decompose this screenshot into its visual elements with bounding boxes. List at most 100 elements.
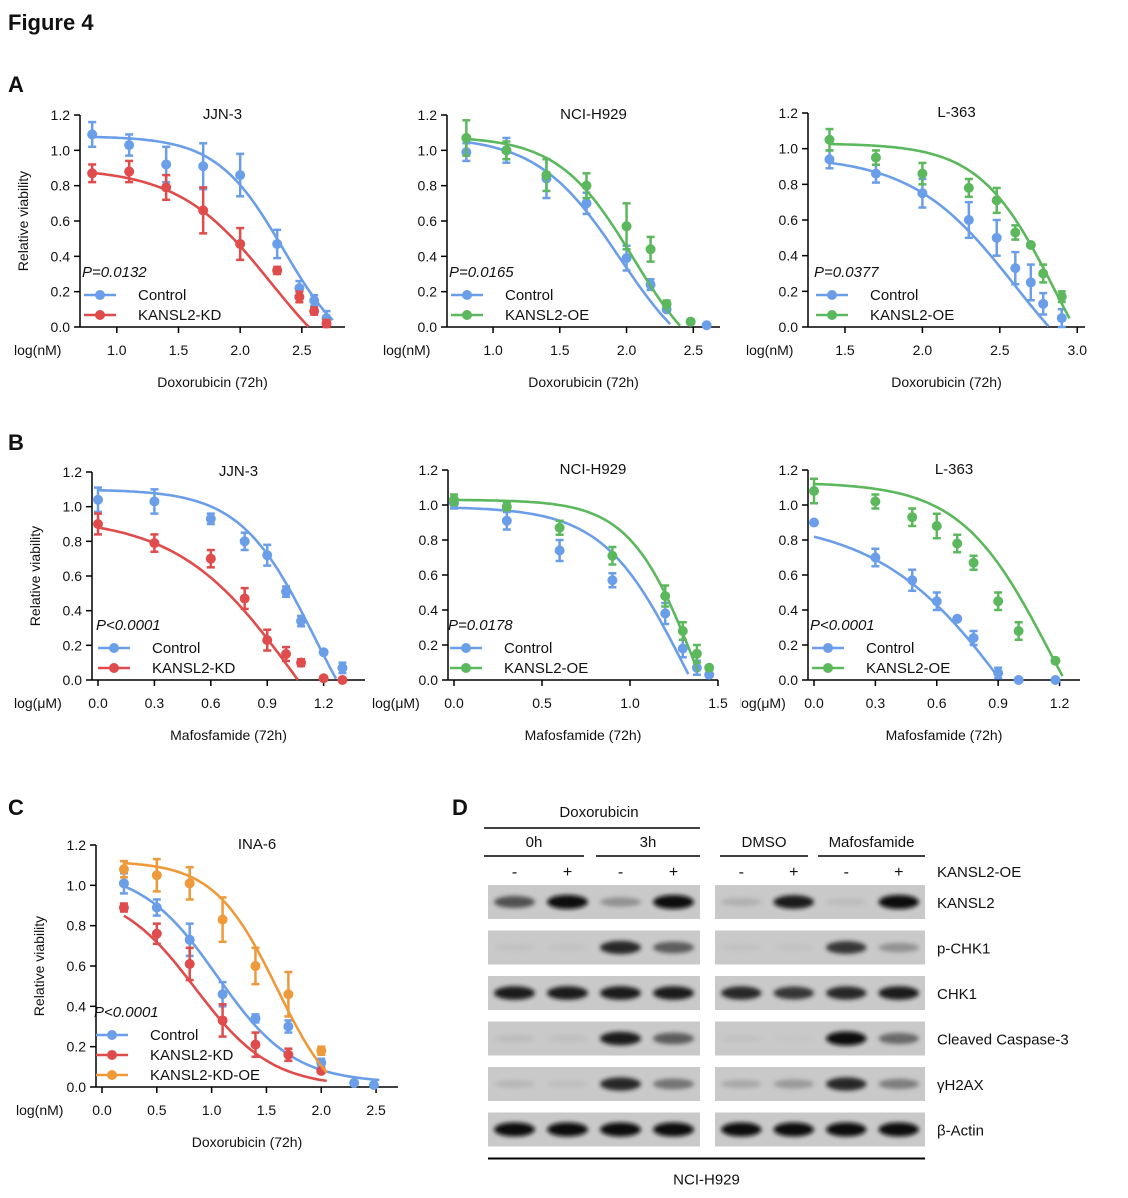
- y-tick-label: 1.2: [419, 462, 439, 478]
- legend-marker: [461, 643, 471, 653]
- y-tick-label: 1.2: [67, 837, 87, 853]
- legend-marker: [823, 643, 833, 653]
- x-tick-label: 0.5: [532, 695, 552, 711]
- data-point: [907, 575, 918, 586]
- blot-band: [826, 1077, 867, 1091]
- data-point: [917, 168, 928, 179]
- blot-subgroup-mafosfamide: Mafosfamide: [829, 834, 915, 851]
- chart-title: INA-6: [238, 836, 276, 853]
- x-axis-label: Doxorubicin (72h): [528, 374, 639, 390]
- data-point: [701, 320, 712, 331]
- data-point: [660, 591, 671, 601]
- data-point: [239, 536, 250, 547]
- y-tick-label: 0.6: [779, 212, 799, 228]
- western-blot-panel: Doxorubicin 0h 3h DMSO Mafosfamide - + - + - + - + KA…: [484, 804, 1069, 1189]
- blot-band: [494, 1080, 535, 1088]
- x-tick-label: 1.5: [835, 342, 855, 358]
- y-tick-label: 1.0: [51, 142, 71, 158]
- y-axis-label: Relative viability: [15, 171, 31, 271]
- blot-band: [826, 898, 867, 906]
- blot-row-p-chk1: p-CHK1: [488, 930, 990, 965]
- legend-marker: [107, 1050, 117, 1060]
- legend-marker: [827, 290, 837, 300]
- blot-condition-label: KANSL2-OE: [937, 864, 1021, 881]
- panel-label-d: D: [452, 795, 468, 820]
- x-tick-label: 1.2: [314, 695, 334, 711]
- data-point: [151, 928, 162, 939]
- blot-band: [878, 986, 919, 1000]
- figure-title: Figure 4: [8, 10, 94, 35]
- blot-band: [653, 941, 694, 954]
- y-tick-label: 0.8: [51, 178, 71, 194]
- blot-band: [494, 986, 535, 1000]
- x-tick-label: 0.3: [145, 695, 165, 711]
- series-kansl2-oe: [824, 127, 1071, 320]
- lane-sign: -: [512, 864, 517, 881]
- y-tick-label: 0.8: [779, 176, 799, 192]
- data-point: [991, 232, 1002, 243]
- blot-band: [878, 1122, 919, 1137]
- chart-a-jjn3: JJN-3 0.0 0.2 0.4 0.6 0.8 1.0 1.2 1.0 1.5 2.0 2.5 lo…: [14, 106, 345, 390]
- legend-item-control: Control: [450, 640, 552, 657]
- data-point: [1056, 291, 1067, 302]
- chart-b-l363: L-363 0.0 0.2 0.4 0.6 0.8 1.0 1.2 0.0 0.3 0.6 0.9 1.…: [740, 461, 1080, 743]
- data-point: [704, 669, 715, 680]
- chart-title: JJN-3: [203, 106, 242, 123]
- data-point: [149, 538, 160, 549]
- chart-a-l363: L-363 0.0 0.2 0.4 0.6 0.8 1.0 1.2 1.5 2.0 2.5 3.0 lo…: [746, 104, 1087, 390]
- legend-label: KANSL2-OE: [866, 660, 950, 677]
- x-tick-label: 0.0: [92, 1102, 112, 1118]
- blot-band: [826, 941, 867, 954]
- legend-item-kansl2-kd-oe: KANSL2-KD-OE: [96, 1067, 260, 1084]
- y-tick-label: 0.4: [63, 603, 83, 619]
- series-kansl2-oe: [809, 477, 1064, 677]
- y-tick-label: 0.8: [63, 533, 83, 549]
- fit-curve: [466, 137, 681, 327]
- data-point: [661, 299, 672, 310]
- data-point: [149, 496, 160, 507]
- data-point: [1010, 227, 1021, 238]
- data-point: [205, 553, 216, 564]
- data-point: [294, 291, 305, 302]
- x-unit-label: log(nM): [746, 342, 793, 358]
- y-axis-label: Relative viability: [31, 916, 47, 1016]
- fit-curve: [453, 506, 690, 675]
- legend-marker: [107, 1030, 117, 1040]
- data-point: [968, 633, 979, 643]
- fit-curve: [97, 488, 338, 680]
- y-tick-label: 0.6: [67, 958, 87, 974]
- y-tick-label: 1.2: [418, 107, 438, 123]
- legend-label: KANSL2-OE: [870, 307, 954, 324]
- data-point: [1038, 268, 1049, 279]
- legend-item-kansl2-kd: KANSL2-KD: [98, 660, 236, 677]
- x-tick-label: 0.6: [201, 695, 221, 711]
- x-tick-label: 1.5: [550, 342, 570, 358]
- data-point: [217, 989, 228, 1000]
- data-point: [151, 902, 162, 913]
- x-tick-label: 0.6: [927, 695, 947, 711]
- fit-curve: [829, 161, 1050, 328]
- x-tick-label: 2.5: [366, 1102, 386, 1118]
- y-tick-label: 0.4: [67, 998, 87, 1014]
- legend-label: Control: [870, 287, 918, 304]
- data-point: [621, 221, 632, 232]
- data-point: [349, 1077, 360, 1088]
- data-point: [607, 575, 618, 586]
- data-point: [272, 238, 283, 249]
- data-point: [118, 864, 129, 875]
- x-unit-label: log(μM): [372, 695, 420, 711]
- x-tick-label: 0.9: [257, 695, 277, 711]
- data-point: [87, 168, 98, 179]
- y-tick-label: 1.0: [67, 877, 87, 893]
- data-point: [660, 608, 671, 619]
- legend-item-control: Control: [98, 640, 200, 657]
- data-point: [217, 914, 228, 925]
- data-point: [296, 657, 307, 668]
- legend-item-kansl2-oe: KANSL2-OE: [812, 660, 950, 677]
- p-value-label: P=0.0165: [449, 264, 514, 281]
- blot-band: [721, 1035, 762, 1042]
- blot-band: [721, 944, 762, 951]
- p-value-label: P=0.0178: [448, 617, 513, 634]
- x-tick-label: 1.0: [620, 695, 640, 711]
- x-tick-label: 0.0: [444, 695, 464, 711]
